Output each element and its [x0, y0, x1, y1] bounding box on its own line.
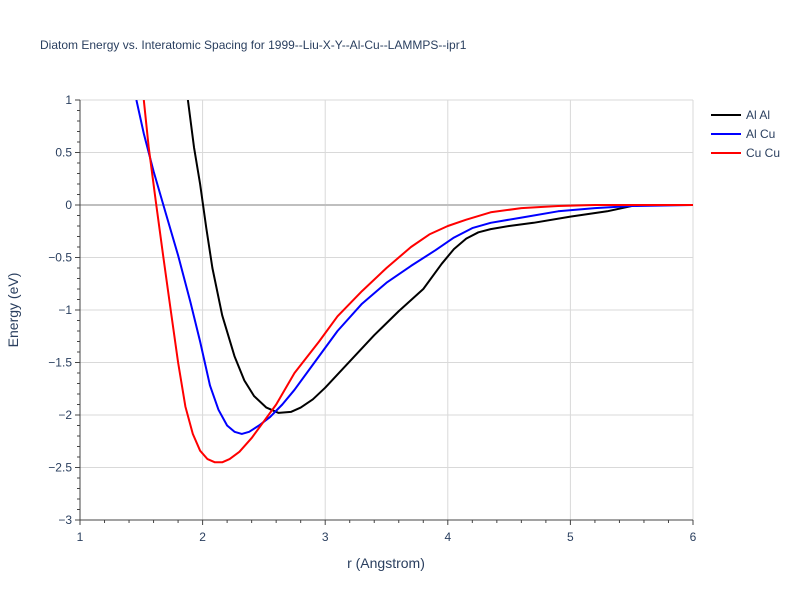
legend-label: Cu Cu	[746, 146, 780, 160]
legend-item-cu-cu[interactable]: Cu Cu	[711, 146, 780, 160]
x-tick-label: 3	[322, 530, 329, 544]
y-tick-label: −3	[58, 513, 72, 527]
x-tick-label: 4	[444, 530, 451, 544]
series-line-al-al	[186, 100, 693, 414]
x-tick-label: 6	[690, 530, 697, 544]
x-tick-label: 1	[77, 530, 84, 544]
series-line-cu-cu	[142, 100, 693, 464]
series-lines	[135, 100, 693, 464]
tick-labels: 1 2 3 4 5 6 1 0.5 0 −0.5 −1 −1.5 −2 −2.5 −3	[48, 93, 696, 544]
y-tick-label: 0.5	[55, 146, 72, 160]
y-tick-label: −0.5	[48, 251, 72, 265]
y-tick-label: −2	[58, 408, 72, 422]
legend[interactable]: Al Al Al Cu Cu Cu	[711, 108, 780, 160]
legend-label: Al Al	[746, 108, 770, 122]
x-tick-label: 2	[199, 530, 206, 544]
grid-lines	[80, 99, 694, 520]
legend-label: Al Cu	[746, 127, 775, 141]
legend-item-al-cu[interactable]: Al Cu	[711, 127, 775, 141]
legend-item-al-al[interactable]: Al Al	[711, 108, 770, 122]
axes	[75, 99, 694, 525]
x-tick-label: 5	[567, 530, 574, 544]
y-tick-label: 1	[65, 93, 72, 107]
y-tick-label: 0	[65, 198, 72, 212]
y-tick-label: −2.5	[48, 461, 72, 475]
x-axis-title: r (Angstrom)	[347, 555, 425, 571]
y-tick-label: −1.5	[48, 356, 72, 370]
series-line-al-cu	[135, 100, 693, 435]
chart-title: Diatom Energy vs. Interatomic Spacing fo…	[40, 38, 467, 52]
y-axis-title: Energy (eV)	[5, 273, 21, 348]
y-tick-label: −1	[58, 303, 72, 317]
